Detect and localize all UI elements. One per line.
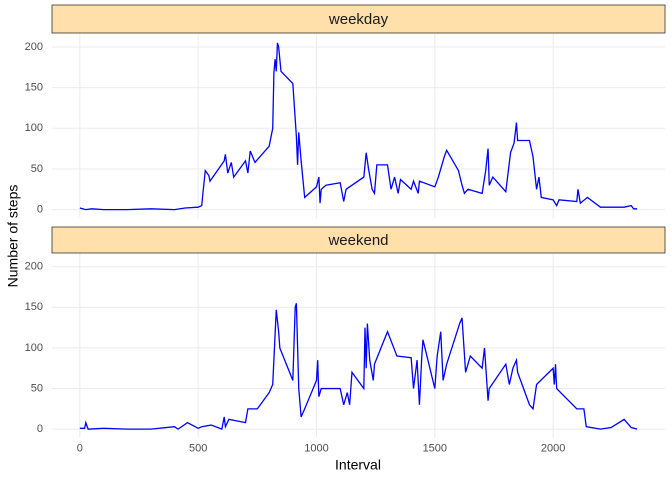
y-tick-label: 0 — [37, 204, 43, 216]
x-tick-label: 0 — [77, 442, 83, 454]
y-tick-label: 150 — [25, 82, 43, 94]
x-tick-label: 1500 — [423, 442, 447, 454]
x-tick-label: 2000 — [541, 442, 565, 454]
data-line — [79, 42, 638, 211]
x-axis-label: Interval — [335, 457, 381, 473]
x-tick-label: 500 — [189, 442, 207, 454]
y-tick-label: 100 — [25, 342, 43, 354]
y-axis-label: Number of steps — [5, 185, 21, 288]
x-tick-label: 1000 — [304, 442, 328, 454]
y-tick-label: 100 — [25, 122, 43, 134]
y-tick-label: 50 — [31, 163, 43, 175]
y-tick-label: 200 — [25, 261, 43, 273]
y-tick-label: 0 — [37, 423, 43, 435]
y-tick-label: 200 — [25, 41, 43, 53]
facet-strip — [51, 4, 666, 34]
facet-strip — [51, 226, 666, 254]
y-tick-label: 150 — [25, 301, 43, 313]
y-tick-label: 50 — [31, 382, 43, 394]
facet-title: weekday — [328, 11, 389, 28]
facet-title: weekend — [327, 232, 388, 249]
data-line — [79, 303, 638, 431]
